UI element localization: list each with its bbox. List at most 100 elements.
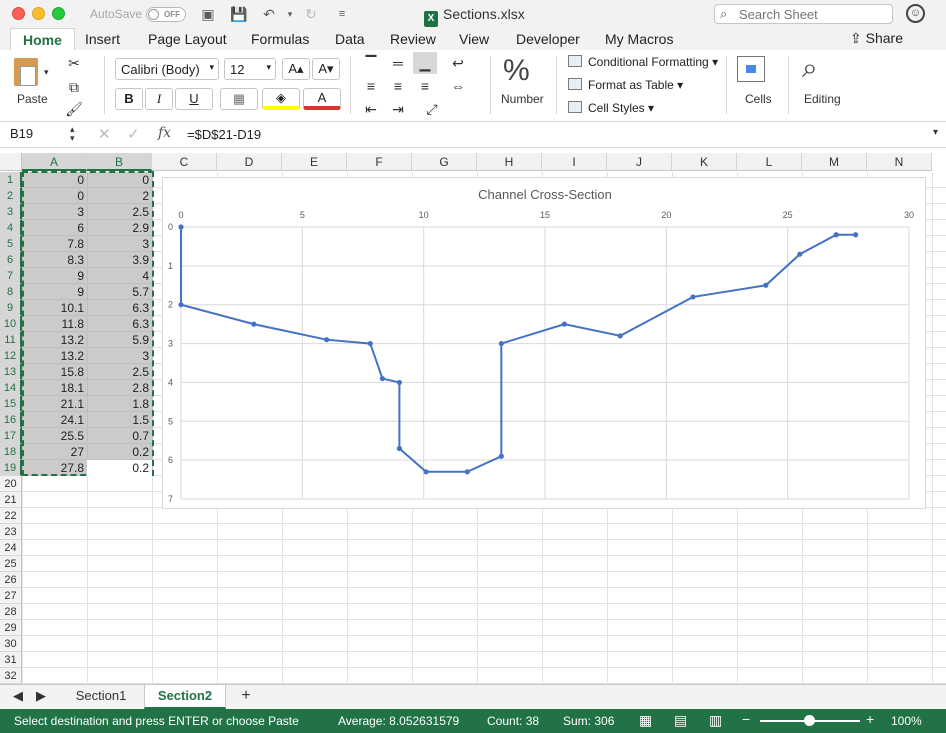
align-center-icon[interactable]: ≡: [393, 78, 403, 94]
row-header[interactable]: 27: [0, 588, 22, 604]
next-sheet-icon[interactable]: ▶: [36, 688, 46, 703]
column-header[interactable]: G: [412, 153, 477, 171]
redo-icon[interactable]: ↻: [305, 6, 317, 22]
cell-b7[interactable]: 4: [142, 269, 149, 283]
cell-a7[interactable]: 9: [77, 269, 84, 283]
maximize-window-button[interactable]: [52, 7, 65, 20]
cell-b11[interactable]: 5.9: [132, 333, 149, 347]
save-icon[interactable]: 💾: [230, 6, 248, 22]
row-header[interactable]: 23: [0, 524, 22, 540]
cell-a11[interactable]: 13.2: [60, 333, 84, 347]
font-color-button[interactable]: A: [303, 88, 341, 110]
row-header[interactable]: 14: [0, 380, 22, 396]
prev-sheet-icon[interactable]: ◀: [13, 688, 23, 703]
undo-icon[interactable]: ↶: [263, 6, 275, 22]
merge-cells-icon[interactable]: ⇔: [451, 78, 465, 94]
column-header[interactable]: E: [282, 153, 347, 171]
cell-a5[interactable]: 7.8: [67, 237, 84, 251]
cell-styles-button[interactable]: Cell Styles ▾: [568, 101, 654, 115]
row-header[interactable]: 3: [0, 204, 22, 220]
tab-insert[interactable]: Insert: [85, 31, 121, 47]
tab-my-macros[interactable]: My Macros: [605, 31, 674, 47]
row-header[interactable]: 5: [0, 236, 22, 252]
sheet-tab-section2[interactable]: Section2: [144, 685, 226, 709]
cell-a4[interactable]: 6: [77, 221, 84, 235]
increase-indent-icon[interactable]: ⇥: [392, 101, 404, 117]
conditional-formatting-button[interactable]: Conditional Formatting ▾: [568, 55, 718, 69]
wrap-text-icon[interactable]: ↩: [452, 55, 464, 71]
align-bottom-icon[interactable]: ▁: [413, 52, 437, 74]
name-box[interactable]: B19: [10, 126, 34, 141]
row-header[interactable]: 8: [0, 284, 22, 300]
autosave-toggle[interactable]: OFF: [146, 7, 186, 22]
column-header[interactable]: N: [867, 153, 932, 171]
name-box-stepper[interactable]: ▴ ▾: [70, 124, 75, 143]
font-size-select[interactable]: 12 ▾: [224, 58, 276, 80]
row-header[interactable]: 20: [0, 476, 22, 492]
formula-input[interactable]: =$D$21-D19: [187, 127, 262, 142]
tab-page-layout[interactable]: Page Layout: [148, 31, 227, 47]
cell-b10[interactable]: 6.3: [132, 317, 149, 331]
cell-a15[interactable]: 21.1: [60, 397, 84, 411]
column-header[interactable]: M: [802, 153, 867, 171]
row-header[interactable]: 19: [0, 460, 22, 476]
bold-button[interactable]: B: [115, 88, 143, 110]
tab-view[interactable]: View: [459, 31, 490, 47]
decrease-indent-icon[interactable]: ⇤: [365, 101, 377, 117]
row-header[interactable]: 13: [0, 364, 22, 380]
align-right-icon[interactable]: ≡: [420, 78, 430, 94]
enter-icon[interactable]: ✓: [127, 126, 140, 143]
cell-b3[interactable]: 2.5: [132, 205, 149, 219]
row-header[interactable]: 31: [0, 652, 22, 668]
row-header[interactable]: 11: [0, 332, 22, 348]
row-header[interactable]: 28: [0, 604, 22, 620]
cell-a2[interactable]: 0: [77, 189, 84, 203]
zoom-slider-thumb[interactable]: [804, 715, 815, 726]
cell-b13[interactable]: 2.5: [132, 365, 149, 379]
row-header[interactable]: 32: [0, 668, 22, 684]
cell-b6[interactable]: 3.9: [132, 253, 149, 267]
row-header[interactable]: 16: [0, 412, 22, 428]
row-header[interactable]: 7: [0, 268, 22, 284]
format-as-table-button[interactable]: Format as Table ▾: [568, 78, 683, 92]
align-left-icon[interactable]: ≡: [366, 78, 376, 94]
cell-a10[interactable]: 11.8: [61, 317, 84, 331]
close-window-button[interactable]: [12, 7, 25, 20]
cell-b16[interactable]: 1.5: [132, 413, 149, 427]
row-header[interactable]: 25: [0, 556, 22, 572]
paste-icon[interactable]: [14, 58, 38, 86]
cell-b4[interactable]: 2.9: [132, 221, 149, 235]
search-input[interactable]: [739, 7, 889, 22]
cell-b5[interactable]: 3: [142, 237, 149, 251]
format-painter-icon[interactable]: 🖌: [65, 101, 83, 117]
tab-developer[interactable]: Developer: [516, 31, 580, 47]
tab-data[interactable]: Data: [335, 31, 365, 47]
row-header[interactable]: 2: [0, 188, 22, 204]
cell-a12[interactable]: 13.2: [60, 349, 84, 363]
cell-b12[interactable]: 3: [142, 349, 149, 363]
cell-a8[interactable]: 9: [77, 285, 84, 299]
copy-icon[interactable]: ⧉: [69, 79, 79, 95]
orientation-icon[interactable]: ⤢: [426, 101, 438, 117]
row-header[interactable]: 24: [0, 540, 22, 556]
zoom-in-button[interactable]: +: [866, 711, 875, 727]
cell-b15[interactable]: 1.8: [132, 397, 149, 411]
cell-b9[interactable]: 6.3: [132, 301, 149, 315]
normal-view-icon[interactable]: ▦: [639, 712, 653, 728]
feedback-smiley-icon[interactable]: ☺: [906, 4, 925, 23]
italic-button[interactable]: I: [145, 88, 173, 110]
tab-home[interactable]: Home: [10, 28, 75, 50]
underline-button[interactable]: U: [175, 88, 213, 110]
row-header[interactable]: 1: [0, 172, 22, 188]
font-name-select[interactable]: Calibri (Body) ▾: [115, 58, 219, 80]
row-header[interactable]: 26: [0, 572, 22, 588]
column-header[interactable]: F: [347, 153, 412, 171]
sidebar-icon[interactable]: ▣: [201, 6, 215, 22]
cell-a17[interactable]: 25.5: [60, 429, 84, 443]
column-header[interactable]: A: [22, 153, 87, 171]
select-all-corner[interactable]: [0, 153, 22, 171]
row-header[interactable]: 17: [0, 428, 22, 444]
expand-formula-bar-icon[interactable]: ▾: [933, 127, 939, 138]
cell-a19[interactable]: 27.8: [60, 461, 84, 475]
